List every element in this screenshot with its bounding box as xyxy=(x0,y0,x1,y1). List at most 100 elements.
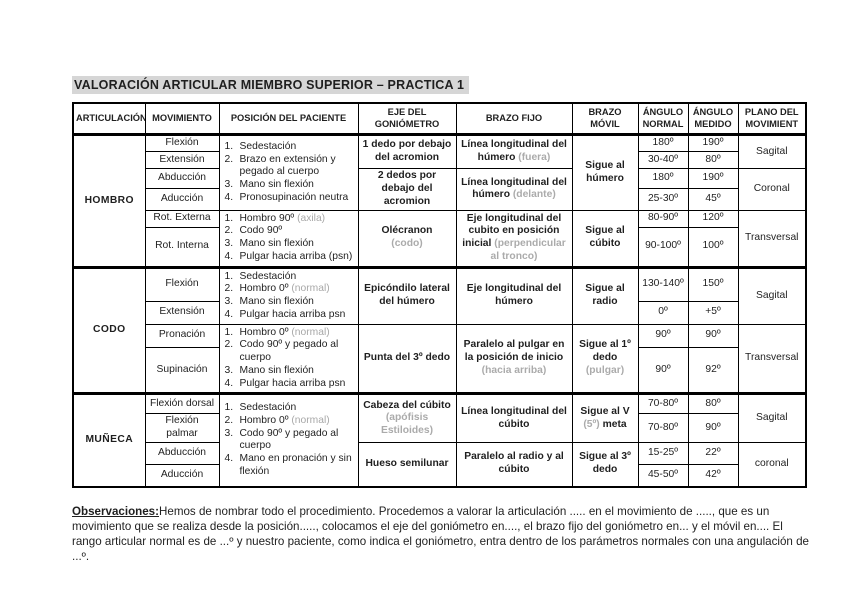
position-step: 2. Codo 90º xyxy=(224,225,283,237)
position-step: 2. Hombro 0º (normal) xyxy=(224,283,330,295)
measured-angle-cell: 90º xyxy=(687,323,739,348)
position-step: 4. Pulgar hacia arriba psn xyxy=(224,377,346,389)
measured-angle-cell: 42º xyxy=(687,464,739,487)
position-step: 4. Pronosupinación neutra xyxy=(224,192,349,204)
mobile-arm-cell: Sigue al 1º dedo (pulgar) xyxy=(571,323,639,395)
normal-angle-cell: 70-80º xyxy=(637,413,689,443)
fixed-arm-cell: Paralelo al pulgar en la posición de ini… xyxy=(455,323,573,395)
mobile-arm-cell: Sigue al cúbito xyxy=(571,209,639,268)
movement-cell: Abducción xyxy=(144,442,220,465)
section-codo: CODO Flexión 1. Sedestación 2. Hombro 0º (n… xyxy=(72,266,807,395)
position-step: 3. Mano sin flexión xyxy=(224,238,314,250)
section-muneca: MUÑECA Flexión dorsal 1. Sedestación 2. Hom… xyxy=(72,393,807,487)
position-step: 1. Sedestación xyxy=(224,402,297,414)
measured-angle-cell: 22º xyxy=(687,442,739,465)
position-step: 1. Hombro 90º (axila) xyxy=(224,212,326,224)
measured-angle-cell: 190º xyxy=(687,168,739,190)
patient-position-list: 1. Hombro 0º (normal) 2. Codo 90º y pegado … xyxy=(218,323,359,395)
valoracion-table: ARTICULACIÓN MOVIMIENTO POSICIÓN DEL PAC… xyxy=(72,102,807,488)
mobile-arm-cell: Sigue al V (5º) meta xyxy=(571,393,639,443)
normal-angle-cell: 0º xyxy=(637,300,689,325)
header-brazo-fijo: BRAZO FIJO xyxy=(455,102,573,136)
normal-angle-cell: 180º xyxy=(637,168,689,190)
movement-cell: Aducción xyxy=(144,188,220,211)
mobile-arm-cell: Sigue al radio xyxy=(571,266,639,325)
normal-angle-cell: 90-100º xyxy=(637,226,689,268)
normal-angle-cell: 90º xyxy=(637,346,689,395)
header-movimiento: MOVIMIENTO xyxy=(144,102,220,136)
patient-position-list: 1. Sedestación 2. Brazo en extensión y pega… xyxy=(218,134,359,211)
plane-cell: Coronal xyxy=(737,168,807,211)
normal-angle-cell: 130-140º xyxy=(637,266,689,302)
measured-angle-cell: 190º xyxy=(687,134,739,153)
header-eje: EJE DEL GONIÓMETRO xyxy=(357,102,457,136)
movement-cell: Aducción xyxy=(144,464,220,487)
position-step: 1. Hombro 0º (normal) xyxy=(224,326,330,338)
header-angulo-normal: ÁNGULO NORMAL xyxy=(637,102,689,136)
header-plano: PLANO DEL MOVIMIENT xyxy=(737,102,807,136)
fixed-arm-cell: Línea longitudinal del húmero (delante) xyxy=(455,168,573,211)
movement-cell: Flexión palmar xyxy=(144,413,220,443)
patient-position-list: 1. Sedestación 2. Hombro 0º (normal) 3. Codo … xyxy=(218,393,359,487)
fixed-arm-cell: Eje longitudinal del húmero xyxy=(455,266,573,325)
page-title: VALORACIÓN ARTICULAR MIEMBRO SUPERIOR – … xyxy=(72,76,470,94)
position-step: 1. Sedestación xyxy=(224,270,297,282)
measured-angle-cell: 45º xyxy=(687,188,739,211)
table-header-row: ARTICULACIÓN MOVIMIENTO POSICIÓN DEL PAC… xyxy=(72,102,807,136)
measured-angle-cell: 80º xyxy=(687,151,739,170)
observaciones-label: Observaciones: xyxy=(72,504,159,518)
position-step: 4. Mano en pronación y sin flexión xyxy=(224,453,352,478)
plane-cell: Sagital xyxy=(737,266,807,325)
header-angulo-medido: ÁNGULO MEDIDO xyxy=(687,102,739,136)
position-step: 4. Pulgar hacia arriba (psn) xyxy=(224,250,353,262)
movement-cell: Abducción xyxy=(144,168,220,190)
goniometer-axis-cell: Epicóndilo lateral del húmero xyxy=(357,266,457,325)
plane-cell: Sagital xyxy=(737,134,807,170)
plane-cell: Transversal xyxy=(737,323,807,395)
measured-angle-cell: +5º xyxy=(687,300,739,325)
plane-cell: Sagital xyxy=(737,393,807,443)
position-step: 2. Brazo en extensión y pegado al cuerpo xyxy=(224,153,336,178)
position-step: 3. Mano sin flexión xyxy=(224,364,314,376)
document-page: VALORACIÓN ARTICULAR MIEMBRO SUPERIOR – … xyxy=(72,76,809,564)
patient-position-list: 1. Hombro 90º (axila) 2. Codo 90º 3. Mano sin… xyxy=(218,209,359,268)
movement-cell: Flexión dorsal xyxy=(144,393,220,415)
goniometer-axis-cell: 1 dedo por debajo del acromion xyxy=(357,134,457,170)
movement-cell: Extensión xyxy=(144,151,220,170)
position-step: 1. Sedestación xyxy=(224,140,297,152)
position-step: 3. Codo 90º y pegado al cuerpo xyxy=(224,427,339,452)
joint-name: HOMBRO xyxy=(72,134,146,268)
mobile-arm-cell: Sigue al 3º dedo xyxy=(571,442,639,487)
goniometer-axis-cell: Punta del 3º dedo xyxy=(357,323,457,395)
movement-cell: Rot. Interna xyxy=(144,226,220,268)
patient-position-list: 1. Sedestación 2. Hombro 0º (normal) 3. Mano … xyxy=(218,266,359,325)
fixed-arm-cell: Paralelo al radio y al cúbito xyxy=(455,442,573,487)
normal-angle-cell: 90º xyxy=(637,323,689,348)
header-brazo-movil: BRAZO MÓVIL xyxy=(571,102,639,136)
mobile-arm-cell: Sigue al húmero xyxy=(571,134,639,211)
goniometer-axis-cell: Hueso semilunar xyxy=(357,442,457,487)
position-step: 3. Mano sin flexión xyxy=(224,179,314,191)
fixed-arm-cell: Línea longitudinal del cúbito xyxy=(455,393,573,443)
observaciones-text: Hemos de nombrar todo el procedimiento. … xyxy=(72,504,809,564)
normal-angle-cell: 45-50º xyxy=(637,464,689,487)
fixed-arm-cell: Línea longitudinal del húmero (fuera) xyxy=(455,134,573,170)
movement-cell: Rot. Externa xyxy=(144,209,220,228)
position-step: 2. Hombro 0º (normal) xyxy=(224,414,330,426)
joint-name: CODO xyxy=(72,266,146,395)
header-posicion: POSICIÓN DEL PACIENTE xyxy=(218,102,359,136)
measured-angle-cell: 92º xyxy=(687,346,739,395)
fixed-arm-cell: Eje longitudinal del cubito en posición … xyxy=(455,209,573,268)
goniometer-axis-cell: Olécranon (codo) xyxy=(357,209,457,268)
position-step: 3. Mano sin flexión xyxy=(224,296,314,308)
header-articulacion: ARTICULACIÓN xyxy=(72,102,146,136)
movement-cell: Flexión xyxy=(144,266,220,302)
section-hombro: HOMBRO Flexión 1. Sedestación 2. Brazo en e… xyxy=(72,134,807,268)
movement-cell: Flexión xyxy=(144,134,220,153)
movement-cell: Pronación xyxy=(144,323,220,348)
plane-cell: coronal xyxy=(737,442,807,487)
goniometer-axis-cell: 2 dedos por debajo del acromion xyxy=(357,168,457,211)
position-step: 2. Codo 90º y pegado al cuerpo xyxy=(224,339,339,364)
normal-angle-cell: 80-90º xyxy=(637,209,689,228)
goniometer-axis-cell: Cabeza del cúbito (apófisis Estiloides) xyxy=(357,393,457,443)
